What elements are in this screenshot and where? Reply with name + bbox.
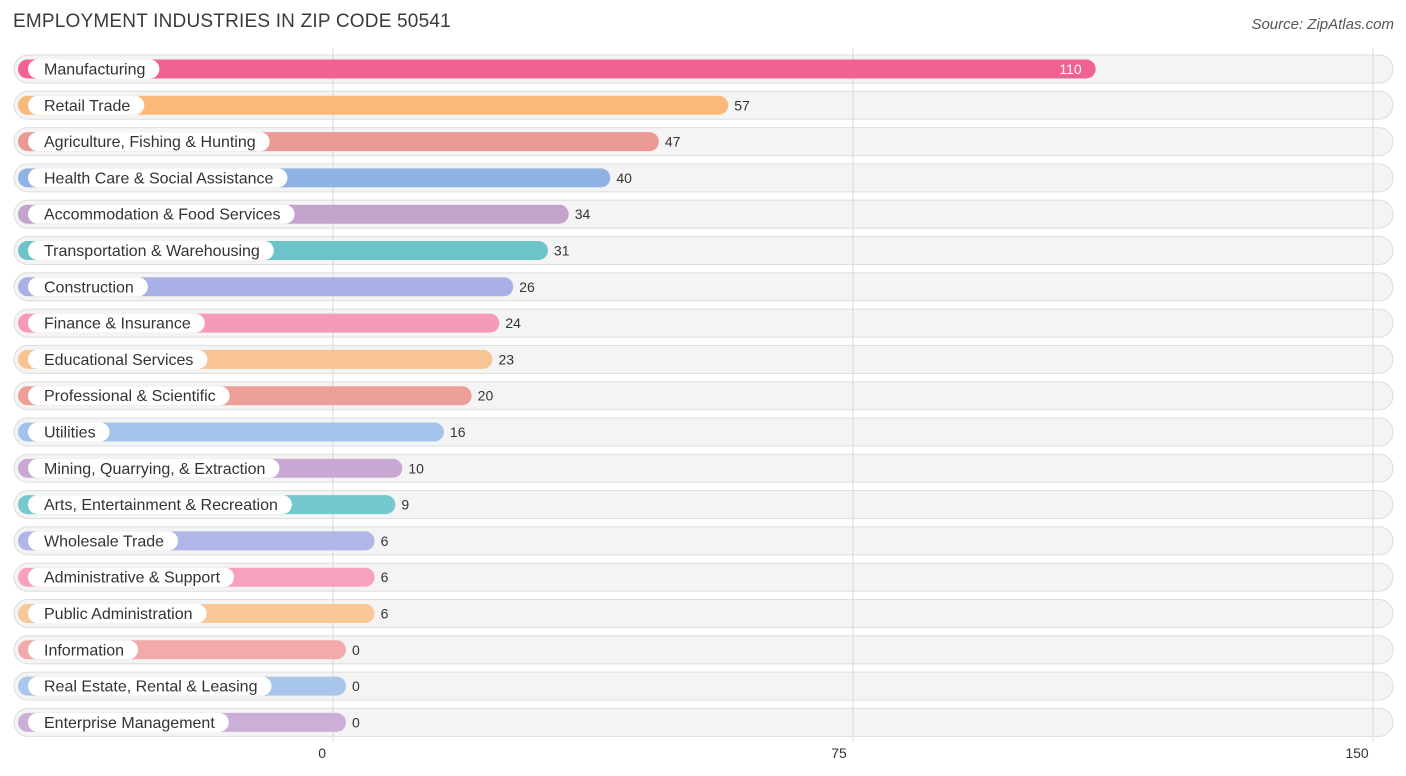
category-pill: [28, 422, 110, 442]
category-pill: [28, 386, 230, 406]
category-label: Wholesale Trade: [44, 533, 164, 550]
category-label: Professional & Scientific: [44, 388, 216, 405]
category-pill: [28, 204, 295, 224]
category-pill: [28, 567, 235, 587]
category-label: Transportation & Warehousing: [44, 243, 260, 260]
category-label: Manufacturing: [44, 62, 145, 79]
row-track: [13, 635, 1394, 665]
category-label: Finance & Insurance: [44, 316, 191, 333]
category-label: Administrative & Support: [44, 570, 221, 587]
value-label: 10: [408, 460, 424, 476]
category-label: Agriculture, Fishing & Hunting: [44, 134, 256, 151]
category-pill: [28, 531, 179, 551]
value-label: 31: [554, 243, 570, 259]
value-label: 23: [498, 351, 514, 367]
category-pill: [28, 95, 145, 115]
category-pill: [28, 676, 272, 696]
category-pill: [28, 458, 280, 478]
value-label: 0: [352, 678, 360, 694]
value-label: 47: [665, 134, 681, 150]
value-label: 6: [381, 606, 389, 622]
category-pill: [28, 313, 205, 333]
category-pill: [28, 277, 148, 297]
category-pill: [28, 241, 274, 260]
category-pill: [28, 604, 207, 623]
value-label: 6: [381, 533, 389, 549]
category-label: Information: [44, 642, 124, 659]
x-tick-label: 150: [1345, 745, 1369, 761]
value-label: 24: [505, 315, 521, 331]
category-pill: [28, 640, 139, 660]
value-label: 20: [478, 388, 494, 404]
category-label: Real Estate, Rental & Leasing: [44, 679, 257, 696]
value-label: 9: [401, 497, 409, 513]
value-label: 6: [381, 569, 389, 585]
chart-source: Source: ZipAtlas.com: [1251, 16, 1394, 33]
x-tick-label: 75: [831, 745, 847, 761]
row-track: [13, 707, 1394, 737]
value-label: 16: [450, 424, 466, 440]
value-label: 57: [734, 97, 750, 113]
category-label: Public Administration: [44, 606, 193, 623]
bar: [18, 95, 729, 115]
category-pill: [28, 59, 160, 79]
category-pill: [28, 495, 292, 515]
category-pill: [28, 132, 270, 152]
bar: [18, 422, 444, 442]
x-tick-label: 0: [318, 745, 326, 761]
value-label: 40: [616, 170, 632, 186]
category-label: Educational Services: [44, 352, 193, 369]
category-pill: [28, 168, 288, 188]
row-track: [13, 671, 1394, 701]
value-label: 34: [575, 206, 591, 222]
category-label: Retail Trade: [44, 98, 130, 115]
category-label: Construction: [44, 279, 134, 296]
chart-title: EMPLOYMENT INDUSTRIES IN ZIP CODE 50541: [13, 11, 451, 32]
category-pill: [28, 349, 208, 369]
category-pill: [28, 712, 229, 732]
category-label: Mining, Quarrying, & Extraction: [44, 461, 265, 478]
value-label: 0: [352, 642, 360, 658]
category-label: Utilities: [44, 425, 96, 442]
value-label: 26: [519, 279, 535, 295]
labels: Manufacturing 110 Retail Trade 57 Agricultur…: [28, 59, 1082, 732]
category-label: Enterprise Management: [44, 715, 215, 732]
category-label: Arts, Entertainment & Recreation: [44, 497, 278, 514]
category-label: Accommodation & Food Services: [44, 207, 281, 224]
category-label: Health Care & Social Assistance: [44, 170, 274, 187]
value-label: 0: [352, 714, 360, 730]
bar: [18, 59, 1096, 79]
value-label: 110: [1059, 61, 1082, 77]
